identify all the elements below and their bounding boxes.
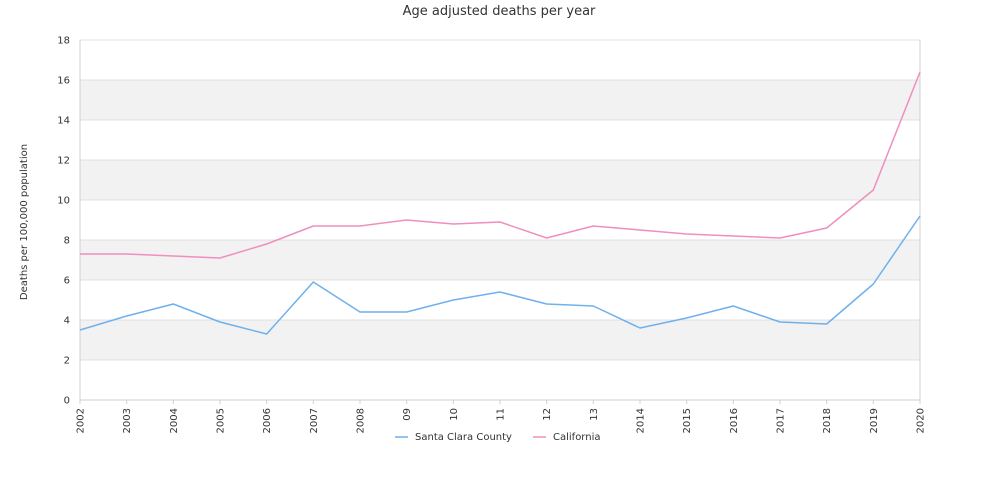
x-tick-label: 2007 (309, 408, 320, 433)
x-tick-label: 2019 (869, 408, 880, 433)
y-tick-label: 14 (57, 116, 70, 127)
x-tick-label: 2018 (822, 408, 833, 433)
legend-item-california[interactable]: California (533, 432, 601, 443)
y-tick-label: 2 (64, 356, 70, 367)
y-tick-label: 8 (64, 236, 70, 247)
y-tick-label: 16 (57, 76, 70, 87)
grid-band (80, 160, 920, 200)
gridlines (80, 39, 920, 401)
grid-band (80, 320, 920, 360)
grid-band (80, 240, 920, 280)
series-lines (79, 71, 921, 335)
x-tick-label: 2005 (216, 408, 227, 433)
x-tick-label: 2016 (729, 408, 740, 433)
x-tick-label: 2014 (636, 408, 647, 433)
x-axis-ticks: 2002 2003 2004 2005 2006 2007 2008 09 10 11 12 13 20… (76, 400, 927, 433)
y-tick-label: 6 (64, 276, 70, 287)
x-tick-label: 2015 (682, 408, 693, 433)
x-tick-label: 2017 (776, 408, 787, 433)
legend-item-santa-clara[interactable]: Santa Clara County (395, 432, 512, 443)
x-tick-label: 13 (589, 408, 600, 421)
x-tick-label: 12 (542, 408, 553, 421)
y-tick-label: 18 (57, 36, 70, 47)
background-bands (80, 80, 920, 360)
y-tick-label: 4 (64, 316, 70, 327)
y-axis-title: Deaths per 100,000 population (19, 144, 30, 300)
chart-title: Age adjusted deaths per year (403, 4, 596, 19)
x-tick-label: 2020 (916, 408, 927, 433)
x-tick-label: 2006 (262, 408, 273, 433)
x-tick-label: 09 (402, 408, 413, 421)
legend-label-santa-clara: Santa Clara County (415, 432, 512, 443)
series-line-california[interactable] (80, 71, 921, 259)
y-tick-label: 0 (64, 396, 70, 407)
x-tick-label: 2003 (122, 408, 133, 433)
grid-band (80, 80, 920, 120)
y-tick-label: 12 (57, 156, 70, 167)
legend: Santa Clara County California (395, 432, 601, 443)
y-tick-label: 10 (57, 196, 70, 207)
legend-label-california: California (553, 432, 601, 443)
x-tick-label: 2004 (169, 408, 180, 433)
x-tick-label: 10 (449, 408, 460, 421)
y-axis-ticks: 0 2 4 6 8 10 12 14 16 18 (57, 36, 70, 407)
series-line-santa-clara-county[interactable] (79, 215, 921, 335)
x-tick-label: 2002 (76, 408, 87, 433)
x-tick-label: 2008 (356, 408, 367, 433)
x-tick-label: 11 (496, 408, 507, 421)
